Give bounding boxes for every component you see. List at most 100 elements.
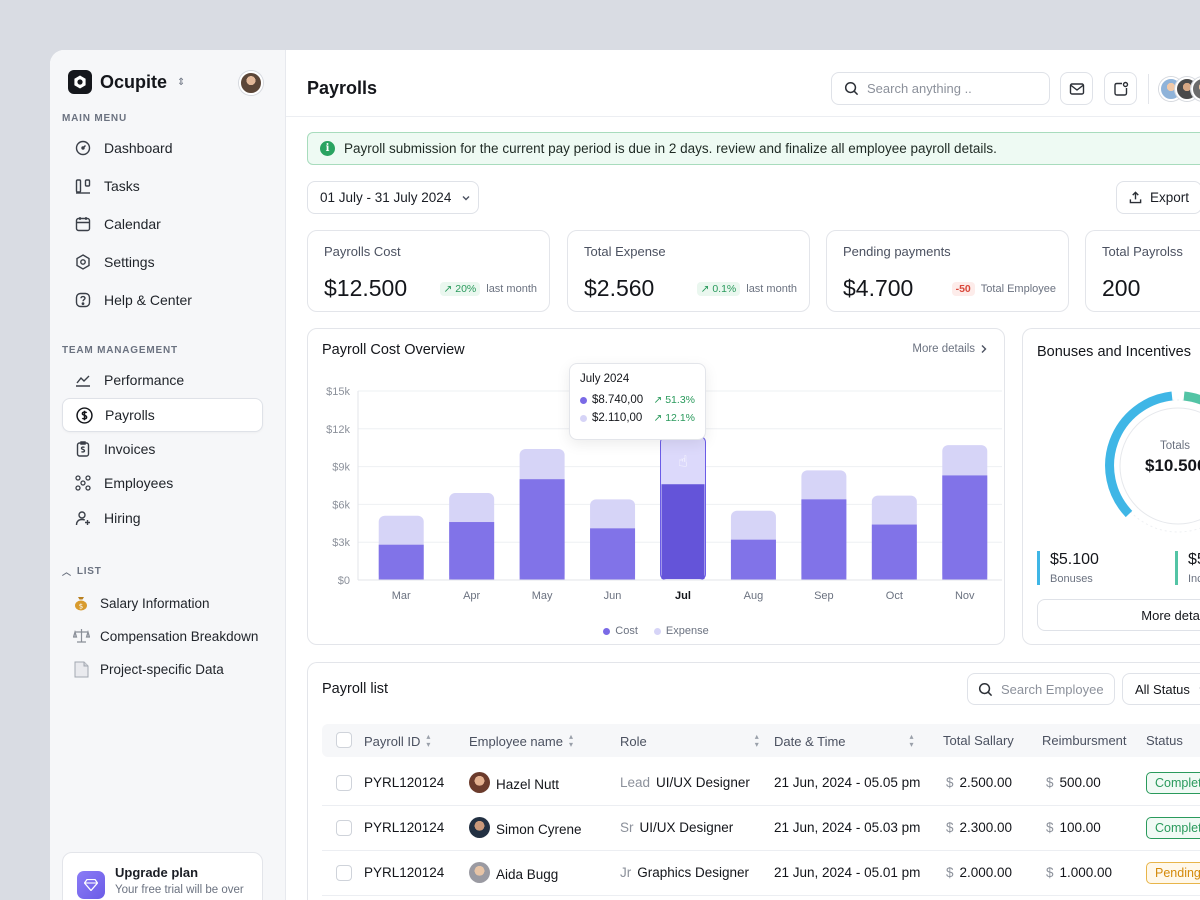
settings-icon [74,253,92,271]
sidebar-item-employees[interactable]: Employees [62,466,263,500]
sidebar-item-calendar[interactable]: Calendar [62,207,263,241]
row-checkbox[interactable] [336,865,352,881]
bar-cost-nov [942,475,988,580]
sidebar-item-label: Employees [104,475,174,491]
sidebar-item-settings[interactable]: Settings [62,245,263,279]
row-checkbox[interactable] [336,775,352,791]
date-range-select[interactable]: 01 July - 31 July 2024 [307,181,479,214]
topbar-divider [1148,74,1149,104]
brand-switch-icon[interactable]: ⇕ [177,76,186,88]
dashboard-icon [74,139,92,157]
sidebar-item-help[interactable]: Help & Center [62,283,263,317]
status-badge: Pending [1146,862,1200,884]
stat-card-pending-payments: Pending payments $4.700 -50 Total Employ… [826,230,1069,312]
upgrade-plan-card[interactable]: Upgrade plan Your free trial will be ove… [62,852,263,900]
stat-card-payrolls-cost: Payrolls Cost $12.500 ↗ 20% last month [307,230,550,312]
date-range-value: 01 July - 31 July 2024 [320,190,452,205]
list-item-compensation[interactable]: Compensation Breakdown [72,627,258,645]
sidebar-item-invoices[interactable]: Invoices [62,432,263,466]
chevron-right-icon [981,345,987,353]
totals-label: Totals [1160,440,1191,452]
bonuses-more-details-button[interactable]: More detai [1037,599,1200,631]
row-checkbox[interactable] [336,820,352,836]
stat-label: Total Expense [584,244,666,259]
more-details-link[interactable]: More details [912,343,988,355]
list-item-label: Salary Information [100,595,210,611]
x-tick-label: Jun [604,590,622,602]
sidebar-item-performance[interactable]: Performance [62,363,263,397]
col-payroll-id[interactable]: Payroll ID ▴ ▾ [364,732,431,749]
legend-item-expense[interactable]: Expense [653,625,709,637]
list-item-label: Compensation Breakdown [100,628,259,644]
sidebar-item-payrolls[interactable]: Payrolls [62,398,263,432]
hiring-icon [74,509,92,527]
tooltip-row-expense: $2.110,00 ↗ 12.1% [580,412,695,424]
list-item-salary[interactable]: $ Salary Information [72,594,210,612]
col-reimbursment[interactable]: Reimbursment [1042,733,1127,748]
bar-cost-jul [661,484,705,579]
select-all-checkbox[interactable] [336,732,352,748]
brand[interactable]: Ocupite ⇕ [68,70,185,94]
sidebar-item-tasks[interactable]: Tasks [62,169,263,203]
col-total-salary[interactable]: Total Sallary [943,733,1014,748]
status-filter-select[interactable]: All Status [1122,673,1200,705]
notification-button[interactable] [1104,72,1137,105]
sort-icon: ▴ ▾ [426,732,431,749]
table-row[interactable]: PYRL120124 Aida Bugg Jr Graphics Designer… [322,851,1200,896]
sidebar-item-label: Settings [104,254,155,270]
user-avatar[interactable] [239,71,263,95]
chevron-up-icon: ︿ [62,567,72,577]
stat-meta-text: last month [746,283,797,295]
help-icon [74,291,92,309]
col-date-time[interactable]: Date & Time ▴ ▾ [774,732,914,749]
mail-button[interactable] [1060,72,1093,105]
x-tick-label: Oct [886,590,903,602]
employee-search-input[interactable]: Search Employee [967,673,1115,705]
stat-card-total-expense: Total Expense $2.560 ↗ 0.1% last month [567,230,810,312]
table-row[interactable]: PYRL120124 Hazel Nutt Lead UI/UX Designer… [322,761,1200,806]
tooltip-row-cost: $8.740,00 ↗ 51.3% [580,394,695,406]
sort-icon: ▴ ▾ [754,732,759,749]
list-section-toggle[interactable]: ︿ LIST [62,565,102,578]
employee-avatar [469,862,490,883]
status-badge: Complet [1146,772,1200,794]
salary-cell: $2.300.00 [946,820,1013,835]
global-search-input[interactable]: Search anything .. [831,72,1050,105]
status-badge: Complet [1146,817,1200,839]
page-title: Payrolls [307,78,378,98]
x-tick-label: Aug [744,590,764,602]
main-content: Payrolls Search anything .. i Payroll su… [286,50,1200,900]
sidebar-item-label: Hiring [104,510,141,526]
svg-text:$: $ [79,603,83,611]
payroll-alert: i Payroll submission for the current pay… [307,132,1200,165]
stat-label: Pending payments [843,244,951,259]
bar-cost-mar [378,544,424,580]
stat-value: $12.500 [324,275,408,301]
stat-value: $2.560 [584,275,655,301]
hand-cursor-icon: ☝ [678,451,688,470]
diamond-icon [77,871,105,899]
table-row[interactable]: PYRL120124 Simon Cyrene Sr UI/UX Designer… [322,806,1200,851]
chart-tooltip: July 2024 $8.740,00 ↗ 51.3% $2.110,00 ↗ … [569,363,706,440]
stat-change-badge: -50 [951,282,975,296]
list-item-project-data[interactable]: Project-specific Data [72,660,224,678]
sidebar-item-label: Performance [104,372,185,388]
sidebar-item-dashboard[interactable]: Dashboard [62,131,263,165]
y-tick-label: $3k [332,537,350,549]
col-role[interactable]: Role ▴ ▾ [620,732,759,749]
y-tick-label: $6k [332,499,350,511]
bonuses-card: Bonuses and Incentives Totals $10.500 $5… [1022,328,1200,645]
bar-cost-apr [449,522,495,580]
payroll-list-title: Payroll list [322,681,389,697]
legend-item-cost[interactable]: Cost [603,625,638,637]
sidebar-item-hiring[interactable]: Hiring [62,501,263,535]
bar-cost-aug [730,539,776,580]
export-button[interactable]: Export [1116,181,1200,214]
col-status[interactable]: Status [1146,733,1183,748]
y-tick-label: $9k [332,462,350,474]
payroll-cost-overview-card: Payroll Cost Overview More details $0 $3k… [307,328,1005,645]
search-icon [844,81,859,96]
salary-cell: $2.500.00 [946,775,1013,790]
col-employee-name[interactable]: Employee name ▴ ▾ [469,732,573,749]
role-cell: Jr Graphics Designer [620,865,750,880]
